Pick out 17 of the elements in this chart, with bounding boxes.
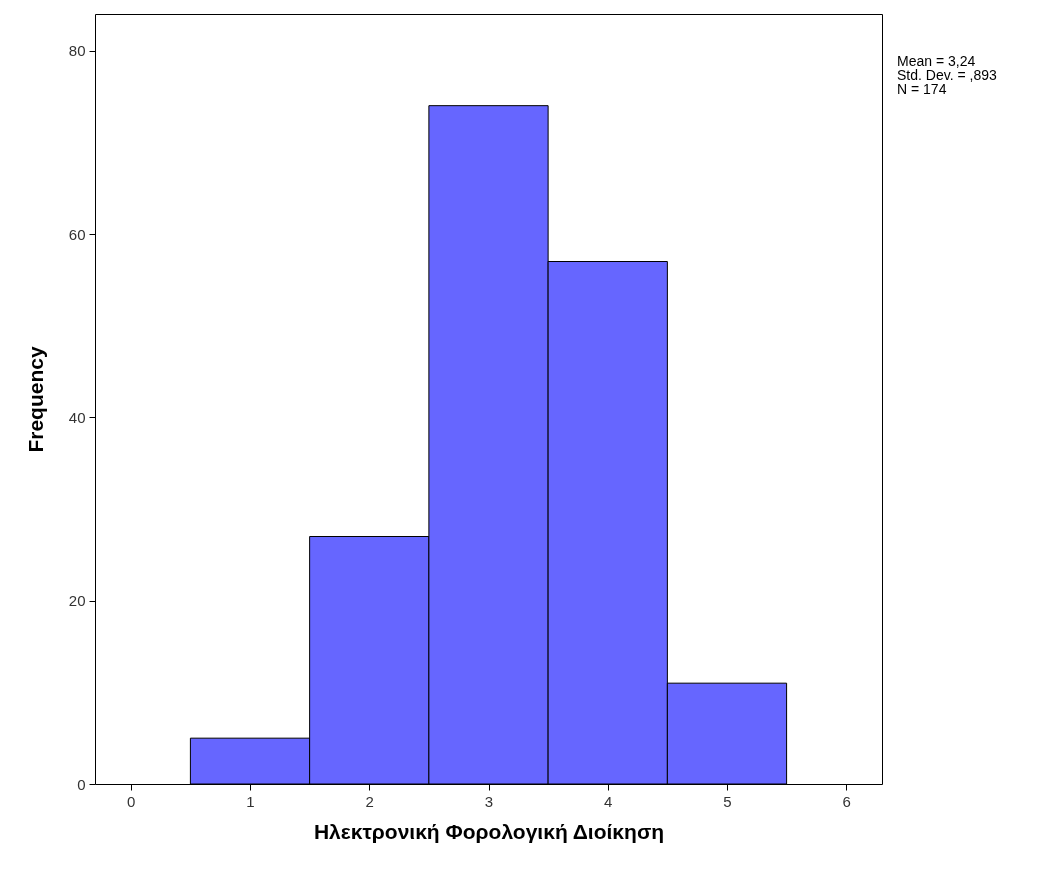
x-tick-label: 5	[723, 792, 732, 810]
y-tick-label: 60	[68, 225, 86, 243]
x-tick-label: 2	[365, 792, 374, 810]
y-axis-title: Frequency	[23, 346, 47, 453]
y-tick-label: 80	[68, 42, 86, 60]
y-tick-label: 40	[68, 408, 86, 426]
y-tick-label: 20	[68, 592, 86, 610]
x-tick-label: 6	[842, 792, 851, 810]
x-tick-label: 0	[127, 792, 136, 810]
x-tick-label: 1	[246, 792, 255, 810]
x-tick-label: 4	[604, 792, 613, 810]
text: Mean = 3,24	[897, 53, 976, 69]
y-tick-label: 0	[77, 775, 86, 793]
text: N = 174	[897, 81, 947, 97]
x-axis-title: Ηλεκτρονική Φορολογική Διοίκηση	[313, 819, 665, 843]
x-tick-label: 3	[484, 792, 494, 810]
text: Std. Dev. = ,893	[897, 67, 997, 83]
